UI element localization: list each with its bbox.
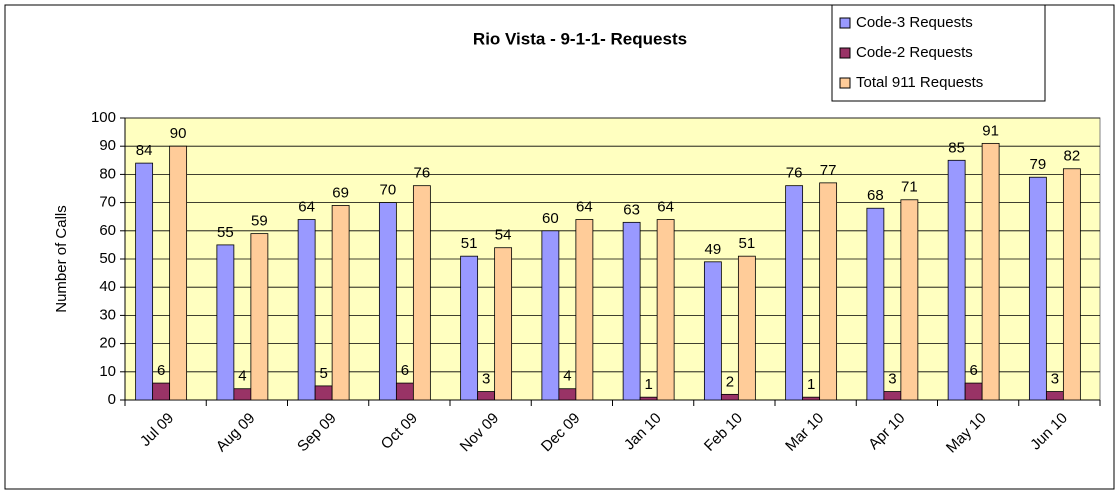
- bar: [297, 219, 316, 401]
- bar: [1045, 391, 1064, 401]
- y-axis-label: Number of Calls: [53, 205, 70, 313]
- bar: [378, 202, 397, 401]
- data-label: 51: [739, 235, 756, 252]
- data-label: 69: [332, 184, 349, 201]
- y-tick-label: 30: [99, 306, 116, 323]
- data-label: 76: [786, 165, 803, 182]
- legend-label: Code-2 Requests: [856, 44, 973, 61]
- data-label: 79: [1030, 156, 1047, 173]
- data-label: 60: [542, 210, 559, 227]
- data-label: 49: [705, 241, 722, 258]
- data-label: 76: [414, 165, 431, 182]
- data-label: 5: [319, 365, 327, 382]
- data-label: 71: [901, 179, 918, 196]
- bar: [233, 388, 252, 401]
- bar: [314, 385, 333, 401]
- bar: [460, 255, 479, 401]
- bar: [152, 382, 171, 401]
- bar: [656, 219, 675, 401]
- data-label: 4: [238, 368, 246, 385]
- data-label: 68: [867, 187, 884, 204]
- bar: [216, 244, 235, 401]
- y-tick-label: 0: [108, 391, 116, 408]
- y-tick-label: 20: [99, 335, 116, 352]
- bar: [250, 233, 269, 401]
- bar: [477, 391, 496, 401]
- bar: [622, 221, 641, 401]
- legend-swatch: [839, 77, 851, 89]
- bar: [802, 396, 821, 401]
- data-label: 1: [807, 376, 815, 393]
- bar: [866, 207, 885, 401]
- bar: [883, 391, 902, 401]
- data-label: 64: [576, 198, 593, 215]
- data-label: 85: [948, 139, 965, 156]
- data-label: 77: [820, 162, 837, 179]
- bar: [720, 393, 739, 401]
- data-label: 91: [982, 122, 999, 139]
- bar: [900, 199, 919, 401]
- bar: [395, 382, 414, 401]
- y-tick-label: 50: [99, 250, 116, 267]
- data-label: 3: [482, 371, 490, 388]
- data-label: 59: [251, 213, 268, 230]
- bar: [1028, 176, 1047, 401]
- data-label: 2: [726, 373, 734, 390]
- bar: [541, 230, 560, 401]
- data-label: 64: [657, 198, 674, 215]
- y-tick-label: 70: [99, 194, 116, 211]
- bar: [737, 255, 756, 401]
- data-label: 70: [380, 182, 397, 199]
- y-tick-label: 80: [99, 165, 116, 182]
- data-label: 64: [298, 198, 315, 215]
- bar: [575, 219, 594, 401]
- chart-title: Rio Vista - 9-1-1- Requests: [473, 29, 687, 48]
- bar: [331, 205, 350, 401]
- data-label: 63: [623, 201, 640, 218]
- data-label: 1: [644, 376, 652, 393]
- bar: [819, 182, 838, 401]
- data-label: 4: [563, 368, 571, 385]
- data-label: 82: [1064, 148, 1081, 165]
- bar: [1062, 168, 1081, 401]
- y-tick-label: 60: [99, 222, 116, 239]
- data-label: 6: [157, 362, 165, 379]
- data-label: 3: [1051, 371, 1059, 388]
- legend-swatch: [839, 47, 851, 59]
- bar: [169, 145, 188, 401]
- y-tick-label: 90: [99, 137, 116, 154]
- data-label: 84: [136, 142, 153, 159]
- bar: [639, 396, 658, 401]
- bar: [964, 382, 983, 401]
- bar: [703, 261, 722, 401]
- y-tick-label: 10: [99, 363, 116, 380]
- data-label: 6: [969, 362, 977, 379]
- bar: [981, 142, 1000, 401]
- bar: [785, 185, 804, 401]
- bar: [135, 162, 154, 401]
- bar: [558, 388, 577, 401]
- legend-swatch: [839, 17, 851, 29]
- data-label: 54: [495, 227, 512, 244]
- legend-label: Code-3 Requests: [856, 14, 973, 31]
- bar: [947, 159, 966, 401]
- data-label: 55: [217, 224, 234, 241]
- legend-box: [831, 4, 1046, 102]
- bar: [494, 247, 513, 401]
- data-label: 51: [461, 235, 478, 252]
- legend-label: Total 911 Requests: [856, 74, 983, 91]
- y-tick-label: 100: [91, 109, 116, 126]
- data-label: 90: [170, 125, 187, 142]
- data-label: 6: [401, 362, 409, 379]
- data-label: 3: [888, 371, 896, 388]
- bar: [412, 185, 431, 401]
- y-tick-label: 40: [99, 278, 116, 295]
